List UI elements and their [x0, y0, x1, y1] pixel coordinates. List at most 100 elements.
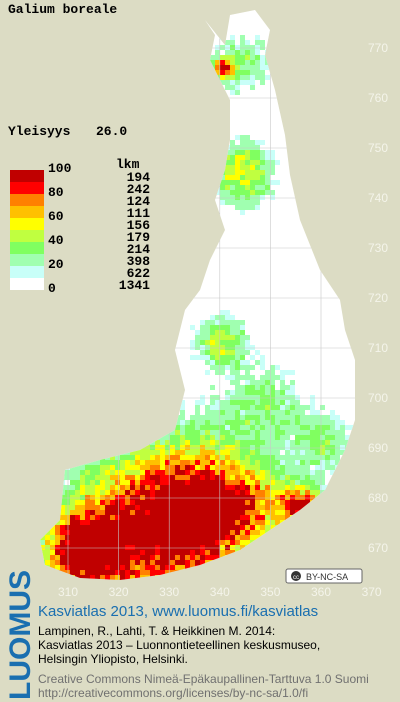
grid-cell	[140, 525, 145, 530]
grid-cell	[240, 495, 245, 500]
grid-cell	[325, 445, 330, 450]
grid-cell	[175, 550, 180, 555]
grid-cell	[110, 465, 115, 470]
grid-cell	[90, 515, 95, 520]
grid-cell	[50, 530, 55, 535]
grid-cell	[80, 510, 85, 515]
grid-cell	[280, 540, 285, 545]
grid-cell	[70, 485, 75, 490]
grid-cell	[245, 170, 250, 175]
grid-cell	[165, 535, 170, 540]
grid-cell	[175, 495, 180, 500]
grid-cell	[75, 555, 80, 560]
grid-cell	[160, 485, 165, 490]
grid-cell	[225, 390, 230, 395]
grid-cell	[200, 455, 205, 460]
legend-count: 179	[127, 230, 151, 245]
grid-cell	[260, 365, 265, 370]
grid-cell	[95, 575, 100, 580]
grid-cell	[210, 505, 215, 510]
grid-cell	[245, 465, 250, 470]
grid-cell	[260, 465, 265, 470]
grid-cell	[195, 545, 200, 550]
legend-swatch	[10, 266, 44, 278]
grid-cell	[345, 425, 350, 430]
grid-cell	[35, 530, 40, 535]
grid-cell	[45, 495, 50, 500]
grid-cell	[115, 505, 120, 510]
grid-cell	[290, 470, 295, 475]
grid-cell	[195, 470, 200, 475]
grid-cell	[200, 540, 205, 545]
grid-cell	[255, 525, 260, 530]
grid-cell	[110, 460, 115, 465]
grid-cell	[230, 490, 235, 495]
grid-cell	[280, 470, 285, 475]
grid-cell	[115, 470, 120, 475]
grid-cell	[175, 505, 180, 510]
grid-cell	[130, 435, 135, 440]
grid-cell	[290, 440, 295, 445]
grid-cell	[45, 545, 50, 550]
grid-cell	[310, 405, 315, 410]
grid-cell	[290, 485, 295, 490]
grid-cell	[105, 495, 110, 500]
grid-cell	[225, 355, 230, 360]
grid-cell	[225, 495, 230, 500]
grid-cell	[100, 515, 105, 520]
grid-cell	[250, 565, 255, 570]
grid-cell	[90, 585, 95, 590]
grid-cell	[265, 190, 270, 195]
grid-cell	[255, 70, 260, 75]
grid-cell	[230, 150, 235, 155]
grid-cell	[300, 405, 305, 410]
grid-cell	[180, 480, 185, 485]
grid-cell	[275, 540, 280, 545]
grid-cell	[290, 500, 295, 505]
grid-cell	[105, 540, 110, 545]
grid-cell	[110, 430, 115, 435]
grid-cell	[175, 470, 180, 475]
grid-cell	[80, 460, 85, 465]
grid-cell	[180, 540, 185, 545]
grid-cell	[220, 400, 225, 405]
grid-cell	[115, 450, 120, 455]
legend-count: 124	[127, 194, 151, 209]
grid-cell	[225, 75, 230, 80]
grid-cell	[320, 480, 325, 485]
grid-cell	[245, 440, 250, 445]
grid-cell	[175, 555, 180, 560]
grid-cell	[230, 185, 235, 190]
grid-cell	[245, 390, 250, 395]
grid-cell	[240, 560, 245, 565]
grid-cell	[90, 490, 95, 495]
grid-cell	[135, 585, 140, 590]
grid-cell	[210, 470, 215, 475]
grid-cell	[220, 165, 225, 170]
grid-cell	[235, 490, 240, 495]
grid-cell	[260, 415, 265, 420]
grid-cell	[115, 560, 120, 565]
grid-cell	[225, 185, 230, 190]
grid-cell	[280, 525, 285, 530]
grid-cell	[310, 415, 315, 420]
grid-cell	[310, 435, 315, 440]
grid-cell	[190, 475, 195, 480]
grid-cell	[55, 505, 60, 510]
grid-cell	[220, 470, 225, 475]
grid-cell	[85, 545, 90, 550]
grid-cell	[100, 450, 105, 455]
grid-cell	[75, 490, 80, 495]
grid-cell	[310, 505, 315, 510]
grid-cell	[35, 520, 40, 525]
grid-cell	[190, 575, 195, 580]
grid-cell	[275, 470, 280, 475]
grid-cell	[305, 455, 310, 460]
grid-cell	[115, 435, 120, 440]
grid-cell	[180, 530, 185, 535]
grid-cell	[160, 455, 165, 460]
grid-cell	[195, 460, 200, 465]
grid-cell	[135, 470, 140, 475]
grid-cell	[200, 550, 205, 555]
grid-cell	[220, 440, 225, 445]
